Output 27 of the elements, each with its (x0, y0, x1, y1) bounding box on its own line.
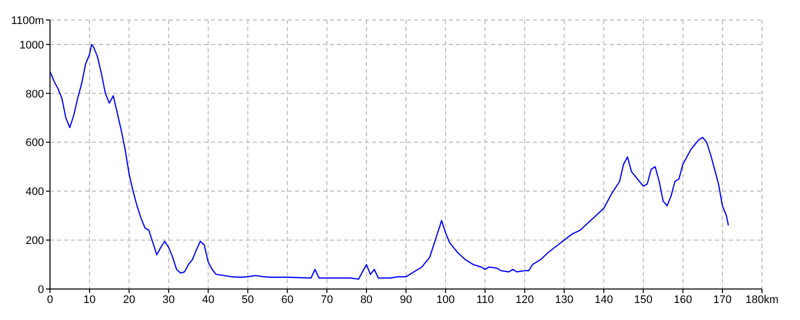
x-tick-label: 40 (202, 294, 214, 306)
x-tick-label: 30 (162, 294, 175, 306)
y-tick-label: 200 (26, 234, 44, 247)
x-tick-label: 80 (360, 294, 373, 306)
x-tick-label: 120 (515, 294, 534, 306)
x-tick-label: 90 (400, 294, 412, 306)
y-tick-label: 600 (26, 137, 44, 150)
x-tick-label: 10 (83, 294, 96, 306)
y-tick-label: 1100m (11, 14, 44, 27)
y-tick-label: 400 (26, 186, 44, 198)
x-tick-label: 0 (46, 294, 54, 306)
x-tick-label: 130 (555, 294, 574, 306)
y-tick-label: 800 (26, 88, 44, 100)
x-tick-label: 160 (674, 294, 692, 306)
y-tick-label: 0 (38, 284, 44, 296)
y-tick-label: 1000 (20, 39, 44, 52)
x-tick-label: 100 (436, 294, 455, 306)
x-tick-label: 170 (713, 294, 732, 306)
x-tick-label: 70 (320, 294, 334, 306)
x-tick-label: 20 (122, 294, 136, 306)
x-tick-label: 140 (594, 294, 613, 306)
x-tick-label: 50 (242, 294, 254, 306)
x-tick-label: 110 (476, 294, 494, 306)
x-tick-label: 150 (634, 294, 653, 306)
x-tick-label: 180km (745, 294, 779, 306)
x-tick-label: 60 (281, 294, 294, 306)
line-series (50, 44, 729, 280)
